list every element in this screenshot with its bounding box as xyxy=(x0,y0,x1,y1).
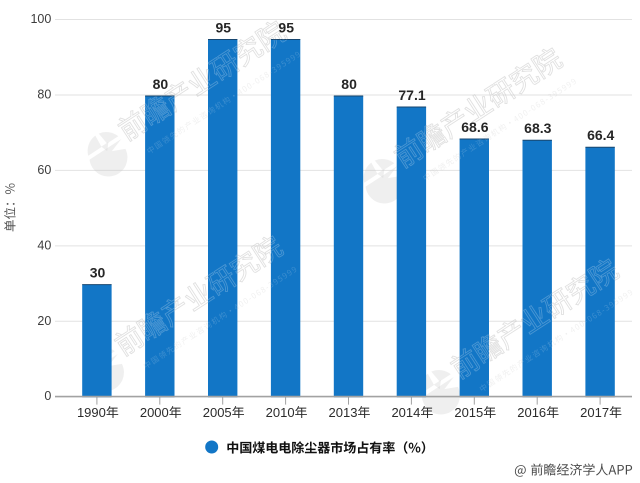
svg-text:95: 95 xyxy=(216,19,232,35)
svg-text:77.1: 77.1 xyxy=(398,87,425,103)
svg-text:2013: 2013 xyxy=(329,405,358,420)
svg-text:80: 80 xyxy=(37,88,51,102)
svg-text:2000: 2000 xyxy=(140,405,169,420)
svg-text:95: 95 xyxy=(278,19,294,35)
svg-text:68.6: 68.6 xyxy=(461,119,488,135)
svg-text:66.4: 66.4 xyxy=(587,127,614,143)
svg-text:40: 40 xyxy=(37,239,51,253)
svg-text:30: 30 xyxy=(90,264,106,280)
svg-text:2014: 2014 xyxy=(391,405,420,420)
svg-text:80: 80 xyxy=(341,76,357,92)
svg-text:0: 0 xyxy=(44,389,51,403)
svg-text:20: 20 xyxy=(37,314,51,328)
svg-text:100: 100 xyxy=(30,12,51,26)
svg-text:68.3: 68.3 xyxy=(524,120,551,136)
svg-text:2005: 2005 xyxy=(203,405,232,420)
svg-text:80: 80 xyxy=(153,76,169,92)
svg-text:60: 60 xyxy=(37,163,51,177)
svg-text:2017: 2017 xyxy=(580,405,609,420)
svg-text:2010: 2010 xyxy=(266,405,295,420)
svg-text:2016: 2016 xyxy=(517,405,546,420)
svg-text:2015: 2015 xyxy=(454,405,483,420)
svg-text:1990: 1990 xyxy=(77,405,106,420)
